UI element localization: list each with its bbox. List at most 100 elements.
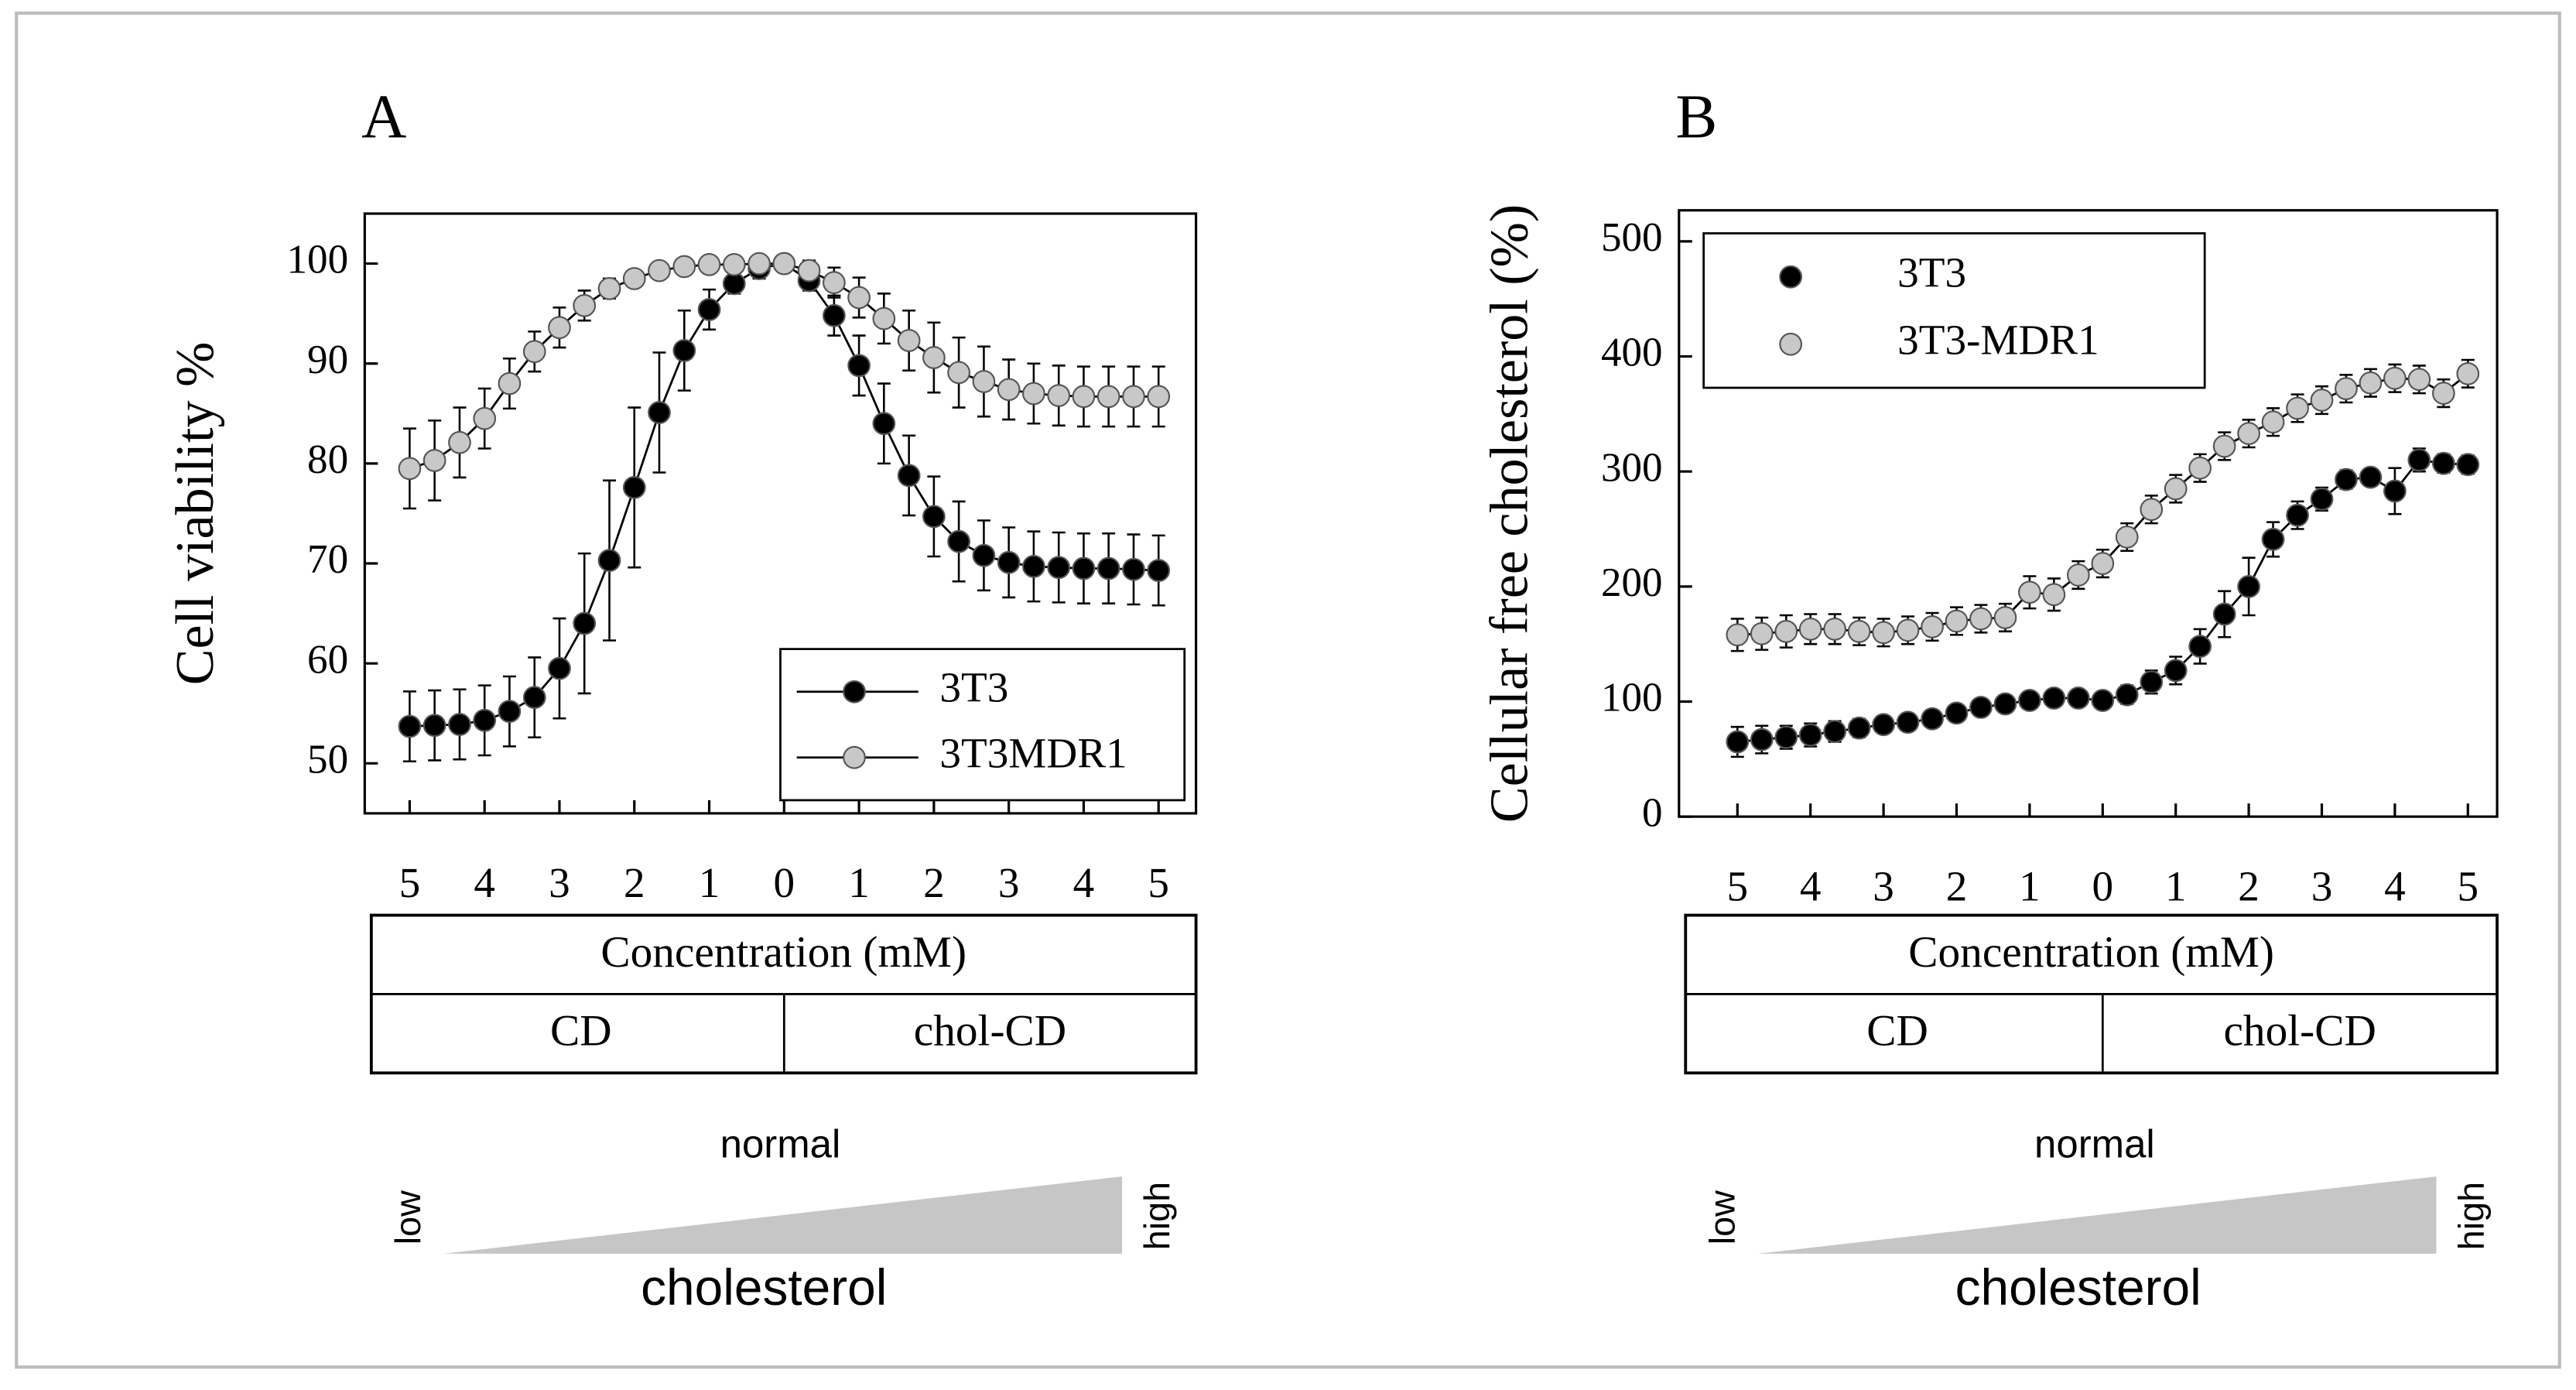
data-point [2261,528,2285,551]
data-point [573,611,597,635]
data-point [498,371,522,395]
data-point [1823,720,1847,744]
data-point [2383,366,2407,390]
x-tick-label: 5 [1148,859,1169,906]
data-point [422,714,446,738]
plot-frame [363,212,1198,815]
data-point [1847,716,1871,740]
data-point [2164,659,2188,683]
data-point [1921,707,1944,731]
data-point [398,714,422,738]
x-tick-label: 1 [2019,862,2041,909]
y-tick-label: 60 [307,637,348,682]
data-point [2456,361,2480,385]
data-point [2067,563,2090,587]
y-tick-label: 80 [307,437,348,482]
data-point [823,303,846,327]
x-tick-label: 3 [2311,862,2333,909]
x-tick-label: 4 [2384,862,2406,909]
data-point [2286,396,2309,420]
data-point [2212,602,2236,626]
panel-label: A [361,83,406,152]
data-point [2091,552,2115,575]
gradient-low: low [388,1190,428,1244]
data-point [722,253,746,276]
data-point [1872,621,1895,645]
gradient-high: high [2451,1182,2492,1250]
data-point [1147,385,1171,409]
data-point [1969,696,1993,719]
data-point [2042,686,2066,710]
data-point [1022,382,1045,406]
data-point [2115,683,2139,707]
data-point [597,276,621,300]
data-point [522,686,546,709]
y-tick-label: 50 [307,738,348,782]
data-point [1993,606,2017,629]
legend-label: 3T3 [1897,248,1966,296]
data-point [1921,615,1944,639]
data-point [897,329,921,352]
data-point [2042,583,2066,607]
data-point [2432,382,2455,405]
data-point [1847,619,1871,643]
x-tick-label: 1 [2165,862,2187,909]
legend-marker [1779,265,1803,289]
data-point [1047,556,1071,580]
legend-box [779,648,1186,802]
y-axis-label: Cellular free cholesterol (%) [1480,204,1540,823]
data-point [2335,467,2358,491]
data-point [2018,689,2041,712]
data-point [2115,526,2139,549]
gradient-label: cholesterol [641,1258,887,1316]
axis-table-group: chol-CD [914,1007,1066,1056]
data-point [1969,607,1993,631]
data-point [1945,609,1969,633]
data-point [1774,725,1798,749]
data-point [573,293,597,317]
data-point [1750,728,1774,751]
data-point [1096,556,1120,580]
data-point [473,708,497,732]
x-tick-label: 3 [998,859,1020,906]
x-tick-label: 2 [624,859,645,906]
data-point [622,476,646,499]
data-point [2359,465,2383,489]
y-tick-label: 90 [307,337,348,382]
data-point [622,267,646,290]
data-point [2237,574,2260,598]
x-tick-label: 5 [399,859,421,906]
x-tick-label: 3 [1873,862,1894,909]
axis-table-header: Concentration (mM) [600,928,966,977]
data-point [922,505,946,529]
gradient-mid: normal [2034,1121,2155,1166]
data-point [697,253,721,276]
data-point [522,340,546,364]
data-point [1047,384,1071,407]
data-point [2261,410,2285,434]
gradient-label: cholesterol [1955,1258,2201,1316]
x-tick-label: 3 [549,859,570,906]
x-tick-label: 4 [1800,862,1822,909]
data-point [1726,623,1750,647]
data-point [2310,488,2334,511]
data-point [2188,635,2212,659]
x-tick-label: 1 [848,859,870,906]
data-point [1096,385,1120,409]
data-point [947,529,970,553]
x-tick-label: 2 [1946,862,1968,909]
data-point [2432,451,2455,475]
data-point [422,449,446,472]
data-point [2067,686,2090,710]
legend-marker [843,680,866,704]
figure-border [15,11,2561,1369]
data-point [922,346,946,369]
x-tick-label: 2 [2238,862,2260,909]
data-point [997,550,1021,574]
y-tick-label: 500 [1601,215,1663,260]
y-tick-label: 100 [287,238,349,282]
data-point [1798,723,1822,747]
legend-label: 3T3-MDR1 [1897,316,2099,363]
data-point [1022,555,1045,578]
